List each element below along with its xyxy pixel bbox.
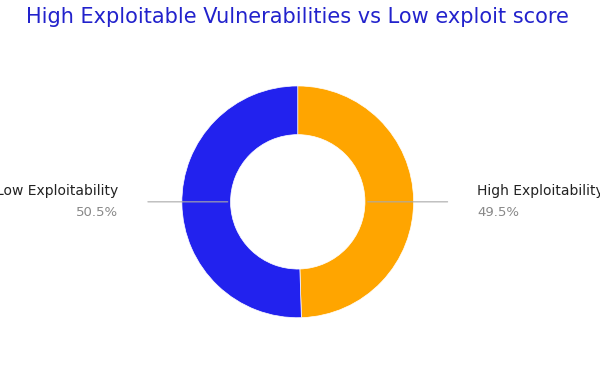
Text: Low Exploitability: Low Exploitability xyxy=(0,184,118,198)
Text: 49.5%: 49.5% xyxy=(478,206,520,219)
Wedge shape xyxy=(182,86,301,318)
Title: High Exploitable Vulnerabilities vs Low exploit score: High Exploitable Vulnerabilities vs Low … xyxy=(26,7,569,27)
Text: High Exploitability: High Exploitability xyxy=(478,184,600,198)
Wedge shape xyxy=(298,86,413,318)
Text: 50.5%: 50.5% xyxy=(76,206,118,219)
